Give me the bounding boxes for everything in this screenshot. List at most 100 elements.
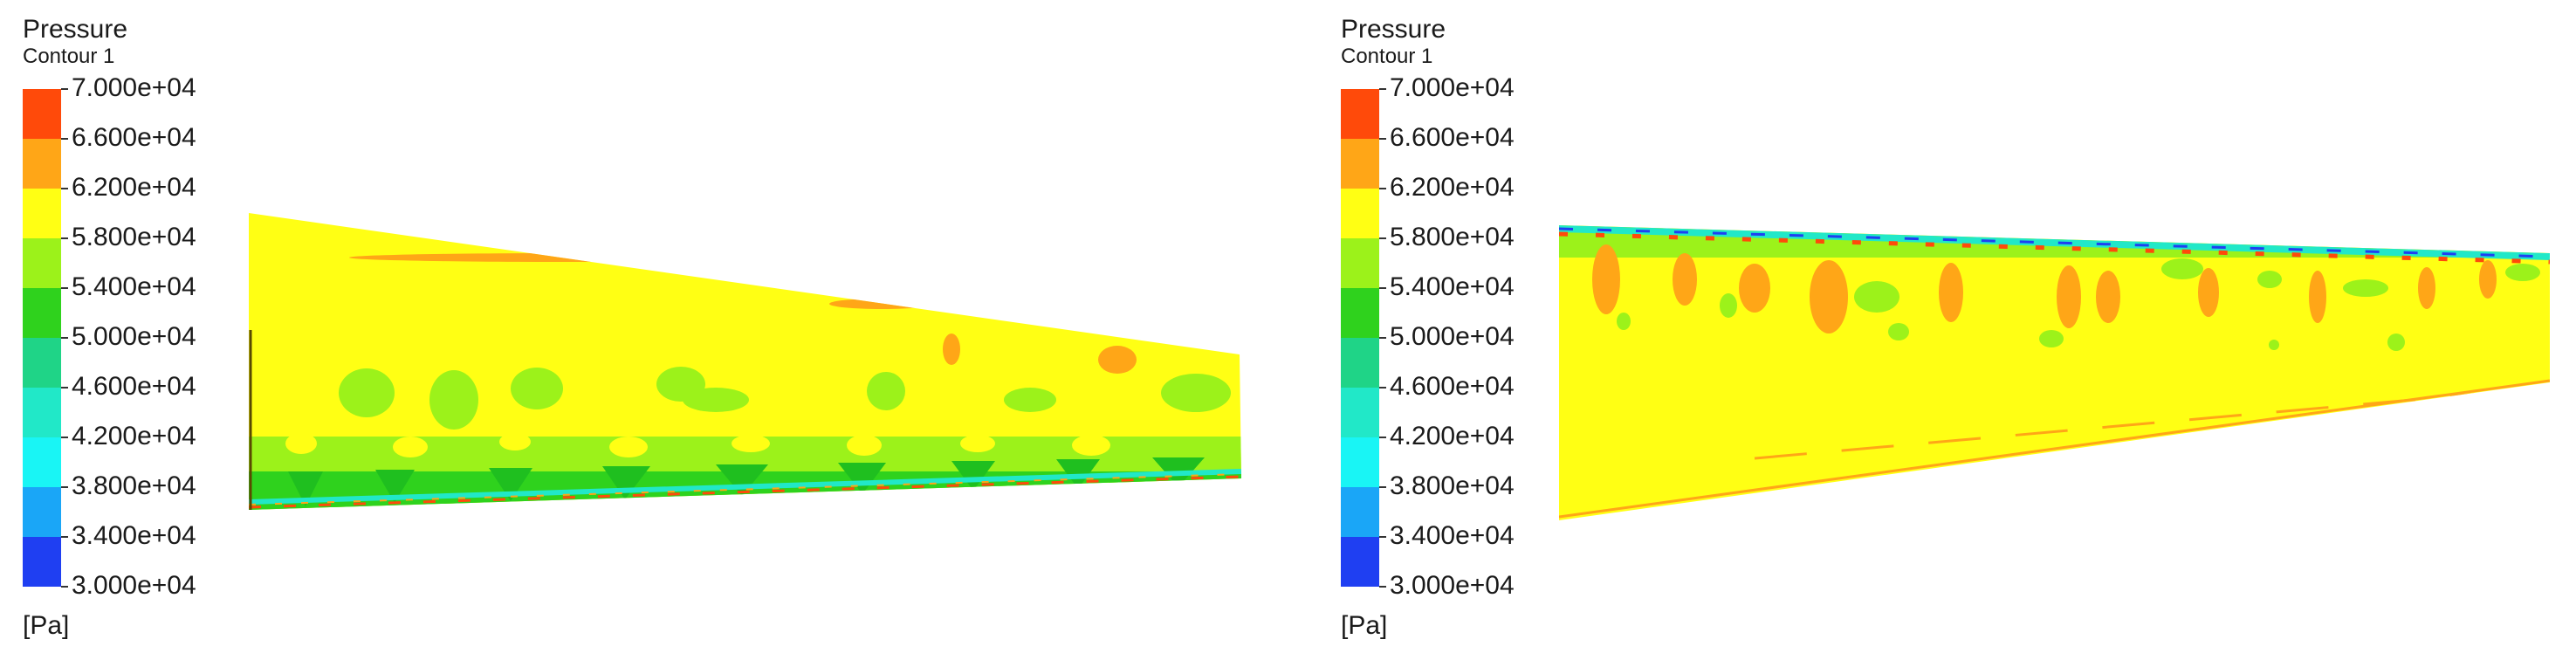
legend-tick: [61, 337, 68, 339]
legend-tick-label: 4.200e+04: [72, 422, 196, 450]
contour-region: [602, 466, 650, 499]
contour-region: [349, 253, 768, 262]
legend-swatch: [23, 487, 61, 537]
legend-tick: [61, 188, 68, 189]
contour-region: [375, 470, 415, 503]
contour-region: [1004, 388, 1056, 412]
legend-subtitle: Contour 1: [23, 45, 115, 68]
legend-swatch: [23, 537, 61, 587]
legend-tick: [1379, 337, 1386, 339]
contour-plot: [249, 213, 1241, 510]
legend-title: Pressure: [1341, 15, 1446, 44]
legend-swatch: [23, 89, 61, 139]
contour-region: [429, 370, 478, 430]
legend-tick-label: 5.800e+04: [1390, 223, 1515, 251]
contour-region: [288, 471, 323, 506]
contour-region: [1559, 379, 2550, 519]
legend-tick-label: 5.800e+04: [72, 223, 196, 251]
legend-swatch: [1341, 238, 1379, 288]
legend-tick: [1379, 536, 1386, 538]
contour-region: [2057, 265, 2081, 328]
legend-swatch: [1341, 288, 1379, 338]
contour-region: [1592, 244, 1620, 314]
legend-tick-label: 3.800e+04: [1390, 471, 1515, 500]
legend-unit: [Pa]: [23, 611, 70, 640]
contour-region: [2198, 268, 2219, 317]
contour-region: [1161, 374, 1231, 412]
legend-subtitle: Contour 1: [1341, 45, 1433, 68]
legend-swatch: [23, 288, 61, 338]
contour-region: [1810, 260, 1848, 334]
legend-tick: [1379, 88, 1386, 90]
legend-swatch: [23, 388, 61, 437]
contour-region: [1739, 264, 1770, 313]
legend-tick-label: 4.200e+04: [1390, 422, 1515, 450]
contour-region: [867, 372, 905, 410]
contour-region: [2269, 340, 2279, 350]
contour-region: [2343, 279, 2388, 297]
contour-panel-right: Pressure Contour 1 7.000e+04 6.600e+04 6.2…: [1318, 0, 2576, 667]
contour-region: [1098, 346, 1137, 374]
legend-tick: [1379, 138, 1386, 140]
contour-region: [609, 437, 648, 457]
legend-swatch: [23, 437, 61, 487]
legend-tick: [1379, 486, 1386, 488]
legend-tick-label: 7.000e+04: [72, 73, 196, 102]
contour-region: [2096, 271, 2120, 323]
legend-tick: [61, 586, 68, 588]
contour-region: [2039, 330, 2064, 347]
contour-region: [716, 464, 768, 496]
legend-tick-label: 4.600e+04: [72, 372, 196, 401]
legend-tick: [61, 88, 68, 90]
legend-tick-label: 7.000e+04: [1390, 73, 1515, 102]
contour-region: [2161, 258, 2203, 279]
contour-region: [1072, 435, 1110, 456]
contour-panel-left: Pressure Contour 1 7.000e+04 6.600e+04 6.2…: [23, 15, 1241, 640]
legend-tick: [1379, 437, 1386, 438]
contour-region: [285, 433, 317, 454]
legend-swatch: [1341, 388, 1379, 437]
contour-region: [960, 435, 995, 452]
legend-tick: [1379, 237, 1386, 239]
legend-tick-label: 6.600e+04: [1390, 123, 1515, 152]
legend-tick-label: 3.400e+04: [72, 521, 196, 550]
blade-surface: [1559, 225, 2550, 520]
contour-region: [1888, 323, 1909, 340]
contour-region: [1720, 293, 1737, 318]
contour-region: [249, 475, 1241, 509]
legend-tick: [61, 536, 68, 538]
contour-region: [393, 437, 428, 457]
legend-tick: [1379, 387, 1386, 389]
legend-tick: [1379, 586, 1386, 588]
contour-region: [1559, 227, 2550, 258]
legend-swatch: [1341, 189, 1379, 238]
legend-tick-label: 6.200e+04: [72, 173, 196, 202]
legend-swatch: [23, 338, 61, 388]
legend-tick-label: 5.400e+04: [1390, 272, 1515, 301]
legend-tick-label: 5.000e+04: [1390, 322, 1515, 351]
contour-region: [2309, 271, 2326, 323]
legend-tick-label: 6.600e+04: [72, 123, 196, 152]
contour-region: [2387, 334, 2405, 351]
legend-swatch: [23, 139, 61, 189]
contour-region: [2479, 260, 2497, 299]
contour-region: [511, 368, 563, 409]
contour-region: [489, 468, 532, 501]
legend-swatch: [1341, 89, 1379, 139]
legend-tick-label: 3.000e+04: [72, 571, 196, 600]
contour-region: [1673, 253, 1697, 306]
contour-region: [838, 463, 886, 494]
blade-surface: [249, 213, 1241, 510]
legend-tick: [1379, 188, 1386, 189]
legend-tick-label: 6.200e+04: [1390, 173, 1515, 202]
legend-swatch: [1341, 487, 1379, 537]
legend-swatch: [23, 238, 61, 288]
contour-region: [951, 461, 995, 491]
contour-region: [732, 435, 770, 452]
legend-tick-label: 4.600e+04: [1390, 372, 1515, 401]
contour-region: [249, 469, 1241, 505]
legend-title: Pressure: [23, 15, 128, 44]
legend-swatch: [1341, 537, 1379, 587]
contour-region: [943, 334, 960, 365]
legend-tick-label: 3.000e+04: [1390, 571, 1515, 600]
